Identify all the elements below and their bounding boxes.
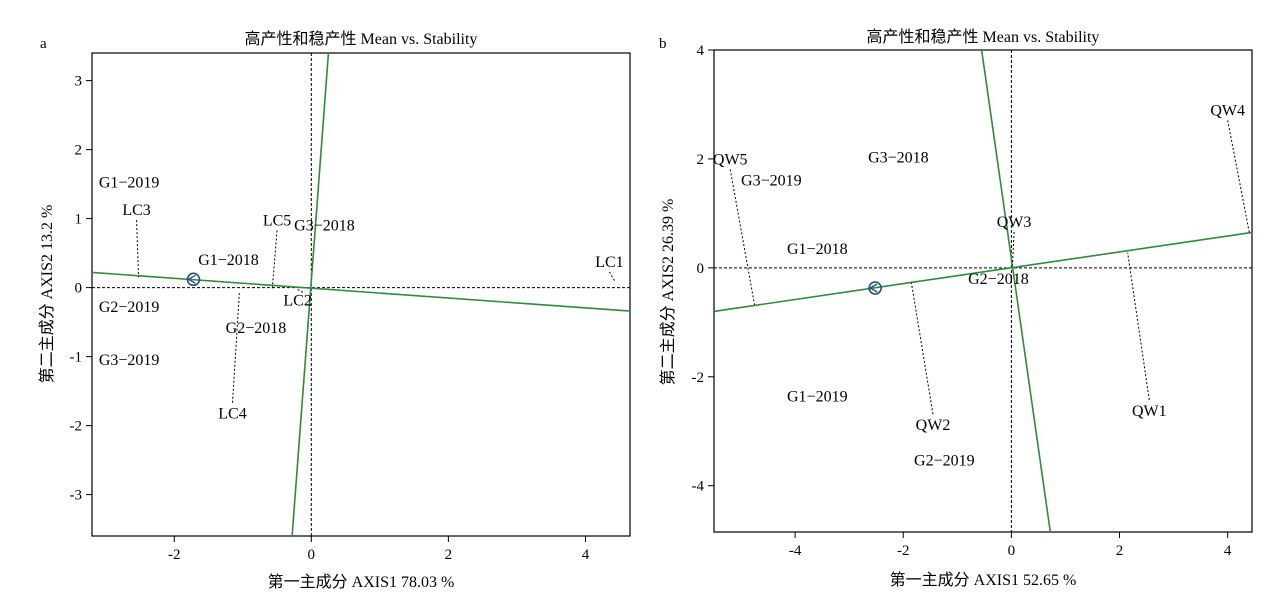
y-tick-label: 0 bbox=[697, 261, 705, 277]
y-tick-label: 1 bbox=[75, 212, 83, 228]
genotype-leader bbox=[1011, 231, 1015, 266]
x-axis-title-b: 第一主成分 AXIS1 52.65 % bbox=[890, 571, 1077, 589]
environment-labels-b: G3−2018 G3−2019 G1−2018 G2−2018 G1−2019 G2−20… bbox=[741, 150, 1029, 470]
x-tick-label: 0 bbox=[1008, 543, 1016, 559]
aec-abscissa-line bbox=[713, 231, 1253, 313]
x-axis-ticks-b: -4 -2 0 2 4 bbox=[789, 532, 1232, 559]
environment-label: G1−2018 bbox=[787, 241, 848, 258]
x-tick-label: 4 bbox=[1224, 543, 1232, 559]
y-tick-label: -2 bbox=[692, 370, 705, 386]
panel-label-b: b bbox=[659, 36, 667, 52]
genotype-leader bbox=[729, 169, 756, 305]
plot-frame-b bbox=[713, 49, 1253, 533]
y-tick-label: -3 bbox=[70, 488, 83, 504]
panel-label-a: a bbox=[40, 36, 47, 52]
environment-label: G2−2019 bbox=[914, 453, 975, 470]
environment-labels-a: G1−2019 G1−2018 G3−2018 G2−2019 G2−2018 G3−20… bbox=[99, 175, 355, 369]
genotype-labels-a: LC1 LC2 LC3 LC4 LC5 bbox=[122, 202, 623, 423]
x-tick-label: 2 bbox=[445, 547, 453, 563]
mean-environment-circle bbox=[186, 272, 201, 287]
mean-environment-arrow bbox=[188, 274, 196, 284]
aec-ordinate-line bbox=[291, 52, 330, 537]
environment-label: G3−2019 bbox=[99, 352, 160, 369]
y-tick-label: -1 bbox=[70, 350, 83, 366]
environment-label: G1−2019 bbox=[99, 175, 160, 192]
genotype-label: QW2 bbox=[916, 417, 951, 434]
x-tick-label: 0 bbox=[308, 547, 316, 563]
genotype-label: QW1 bbox=[1132, 403, 1167, 420]
x-tick-label: 2 bbox=[1116, 543, 1124, 559]
y-tick-label: 3 bbox=[75, 74, 83, 90]
genotype-leaders-b bbox=[729, 120, 1250, 415]
genotype-label: QW3 bbox=[997, 214, 1032, 231]
y-axis-title-a: 第二主成分 AXIS2 13.2 % bbox=[38, 205, 56, 384]
genotype-leader bbox=[1227, 120, 1250, 233]
mean-environment-a bbox=[186, 272, 201, 287]
y-axis-ticks-a: -3 -2 -1 0 1 2 3 bbox=[70, 74, 92, 504]
x-tick-label: -2 bbox=[168, 547, 181, 563]
chart-title-b: 高产性和稳产性 Mean vs. Stability bbox=[867, 28, 1100, 46]
environment-label: G2−2018 bbox=[968, 271, 1029, 288]
mean-environment-circle bbox=[868, 281, 882, 295]
y-axis-title-b: 第二主成分 AXIS2 26.39 % bbox=[659, 199, 677, 386]
genotype-label: LC3 bbox=[122, 202, 150, 219]
y-tick-label: 2 bbox=[697, 152, 705, 168]
y-axis-ticks-b: -4 -2 0 2 4 bbox=[692, 43, 714, 495]
genotype-label: LC1 bbox=[595, 254, 623, 271]
y-tick-label: 0 bbox=[75, 281, 83, 297]
environment-label: G3−2018 bbox=[868, 150, 929, 167]
genotype-leader bbox=[297, 289, 305, 294]
x-tick-label: -2 bbox=[897, 543, 910, 559]
aec-lines-b bbox=[713, 49, 1253, 533]
genotype-label: LC5 bbox=[263, 213, 291, 230]
y-tick-label: 2 bbox=[75, 143, 83, 159]
genotype-leader bbox=[609, 271, 616, 282]
x-tick-label: -4 bbox=[789, 543, 802, 559]
genotype-leaders-a bbox=[136, 220, 616, 403]
genotype-leader bbox=[271, 230, 278, 290]
genotype-leader bbox=[1127, 252, 1150, 401]
y-tick-label: 4 bbox=[697, 43, 705, 59]
mean-environment-arrow bbox=[869, 283, 878, 293]
mean-environment-b bbox=[868, 281, 882, 295]
aec-ordinate-line bbox=[980, 49, 1052, 533]
x-axis-ticks-a: -2 0 2 4 bbox=[168, 536, 590, 563]
genotype-label: QW4 bbox=[1210, 102, 1245, 119]
x-axis-title-a: 第一主成分 AXIS1 78.03 % bbox=[268, 573, 455, 591]
reference-lines-b bbox=[714, 50, 1252, 532]
environment-label: G3−2019 bbox=[741, 173, 802, 190]
y-tick-label: -4 bbox=[692, 479, 705, 495]
genotype-leader bbox=[910, 282, 934, 415]
genotype-label: LC2 bbox=[283, 293, 311, 310]
environment-label: G2−2019 bbox=[99, 299, 160, 316]
aec-abscissa-line bbox=[91, 271, 631, 312]
genotype-leader bbox=[136, 220, 140, 278]
plot-frame-a bbox=[91, 52, 631, 537]
x-tick-label: 4 bbox=[582, 547, 590, 563]
genotype-label: LC4 bbox=[218, 406, 246, 423]
panel-a: a 高产性和稳产性 Mean vs. Stability -2 0 2 4 -3-2-… bbox=[38, 30, 631, 591]
aec-lines-a bbox=[91, 52, 631, 537]
genotype-labels-b: QW1 QW2 QW3 QW4 QW5 bbox=[713, 102, 1245, 434]
chart-title-a: 高产性和稳产性 Mean vs. Stability bbox=[245, 30, 478, 48]
genotype-leader bbox=[231, 293, 240, 403]
reference-lines-a bbox=[92, 53, 630, 536]
environment-label: G3−2018 bbox=[294, 217, 355, 234]
environment-label: G1−2019 bbox=[787, 388, 848, 405]
y-tick-label: -2 bbox=[70, 419, 83, 435]
panel-b: b 高产性和稳产性 Mean vs. Stability -4 -2 0 2 4 -4-… bbox=[659, 28, 1253, 589]
genotype-label: QW5 bbox=[713, 151, 748, 168]
environment-label: G1−2018 bbox=[198, 252, 259, 269]
environment-label: G2−2018 bbox=[226, 320, 287, 337]
